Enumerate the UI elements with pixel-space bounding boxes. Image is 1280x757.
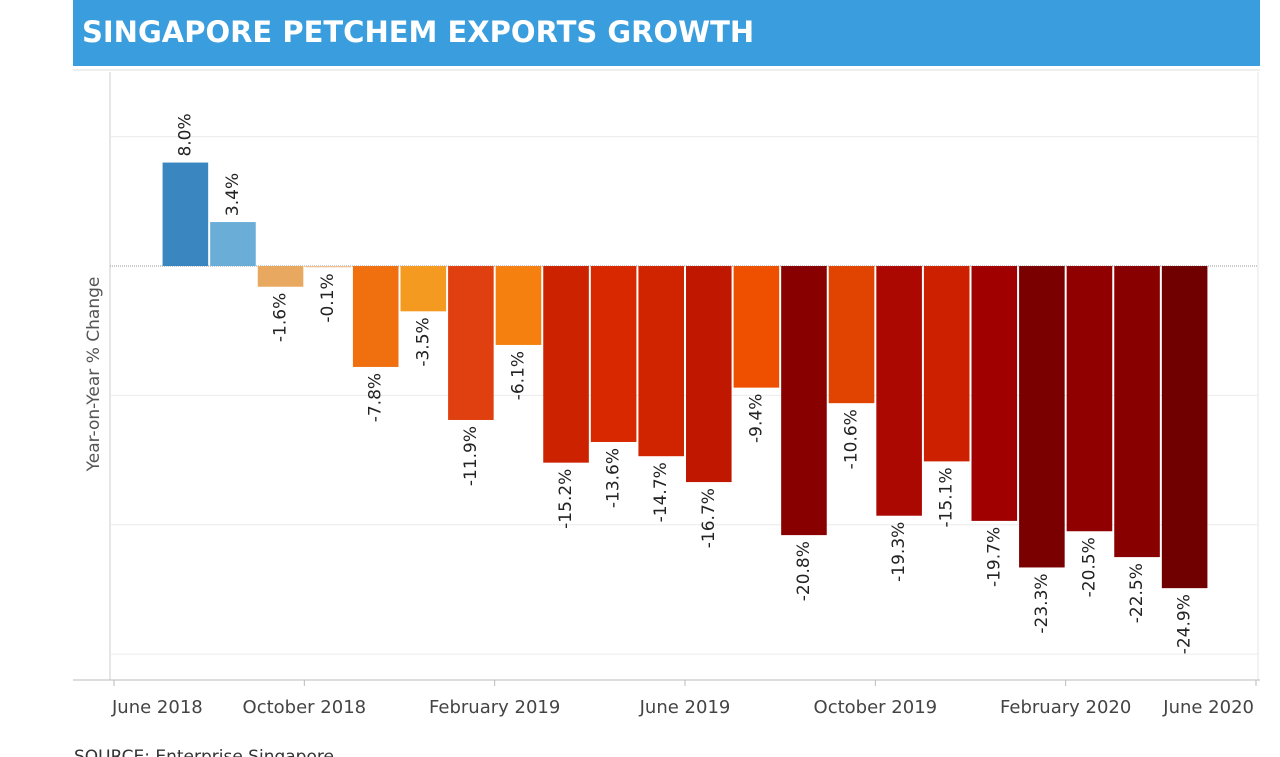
bar <box>590 266 637 442</box>
value-label: -1.6% <box>271 293 291 342</box>
value-label: -24.9% <box>1175 594 1195 654</box>
value-label: -7.8% <box>366 373 386 422</box>
value-label: 8.0% <box>175 113 195 156</box>
value-label: -19.3% <box>889 522 909 582</box>
chart-title: SINGAPORE PETCHEM EXPORTS GROWTH <box>82 15 754 49</box>
bar <box>686 266 732 483</box>
bar <box>448 266 494 420</box>
bar <box>257 266 304 287</box>
bar <box>495 266 542 345</box>
value-label: -15.2% <box>556 469 576 529</box>
bar <box>1161 266 1208 589</box>
bar <box>828 266 875 404</box>
bar <box>162 162 209 267</box>
value-label: -11.9% <box>461 426 481 486</box>
bar <box>638 266 684 457</box>
value-label: 3.4% <box>223 173 243 216</box>
value-label: -20.5% <box>1079 537 1099 597</box>
value-label: -3.5% <box>413 317 433 366</box>
value-label: -20.8% <box>794 541 814 601</box>
x-tick-label: October 2019 <box>814 697 938 718</box>
x-tick-label: June 2019 <box>639 697 731 718</box>
bar <box>400 266 447 312</box>
bar <box>305 266 351 268</box>
value-label: -23.3% <box>1032 573 1052 633</box>
x-tick-label: June 2020 <box>1162 697 1254 718</box>
value-label: -6.1% <box>508 351 528 400</box>
value-label: -13.6% <box>604 448 624 508</box>
bar <box>923 266 970 462</box>
x-tick-label: February 2019 <box>429 697 560 718</box>
bar <box>1066 266 1113 532</box>
bar <box>1114 266 1160 558</box>
value-label: -22.5% <box>1127 563 1147 623</box>
x-tick-label: October 2018 <box>243 697 367 718</box>
value-label: -9.4% <box>746 394 766 443</box>
value-label: -14.7% <box>651 462 671 522</box>
bar <box>210 222 256 267</box>
value-label: -15.1% <box>937 467 957 527</box>
x-tick-label: February 2020 <box>1000 697 1131 718</box>
title-banner <box>73 0 1260 66</box>
value-label: -0.1% <box>318 273 338 322</box>
bar <box>781 266 827 536</box>
y-axis-label: Year-on-Year % Change <box>84 277 104 473</box>
bar <box>733 266 780 388</box>
bar <box>971 266 1018 521</box>
bar <box>1019 266 1065 568</box>
bar <box>352 266 399 367</box>
bar <box>543 266 589 463</box>
value-label: -16.7% <box>699 488 719 548</box>
bar <box>876 266 922 516</box>
source: SOURCE: Enterprise Singapore <box>74 747 334 757</box>
value-label: -10.6% <box>842 409 862 469</box>
x-tick-label: June 2018 <box>111 697 203 718</box>
value-label: -19.7% <box>984 527 1004 587</box>
